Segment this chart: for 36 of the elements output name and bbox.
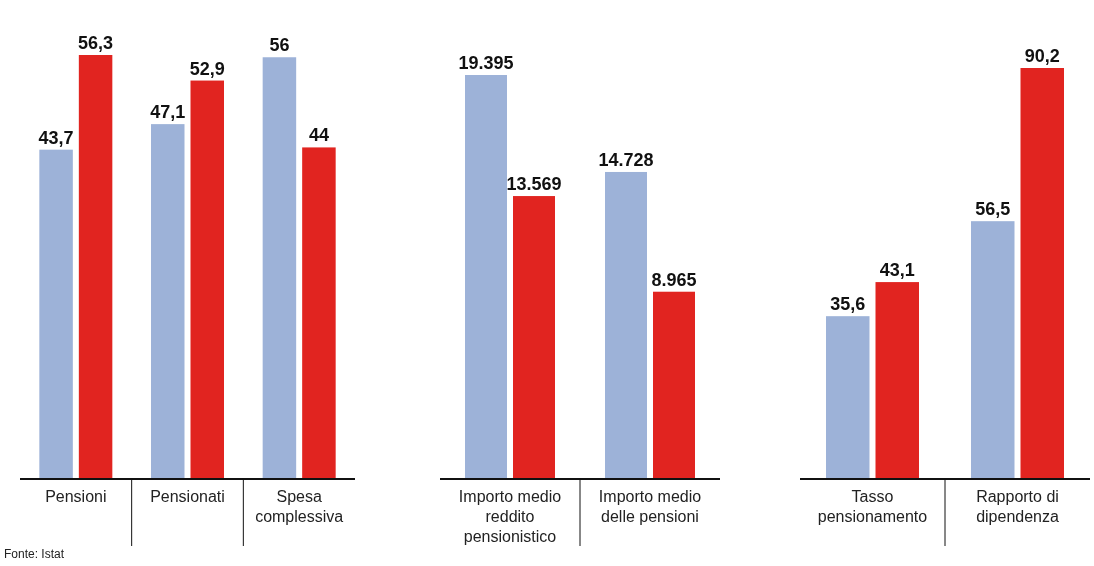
bar [78,55,113,478]
data-label: 44 [308,125,329,146]
bar [302,147,336,478]
data-label: 35,6 [830,294,866,315]
data-label: 90,2 [1024,46,1060,66]
data-label: 43,7 [38,127,74,148]
bar [971,221,1015,478]
bar [875,282,919,478]
source-note: Fonte: Istat [4,547,65,561]
x-tick-label: Rapporto di dipendenza [976,488,1059,525]
data-label: 56,5 [975,199,1011,220]
x-tick-label: Spesa complessiva [255,488,344,525]
data-label: 8.965 [651,269,697,290]
bar [190,80,224,478]
bar [39,149,73,478]
x-tick-label: Importo medio delle pensioni [598,488,702,525]
bar [262,57,297,478]
data-label: 56,3 [78,33,114,53]
data-label: 43,1 [879,260,915,281]
x-tick-label: Importo medio reddito pensionistico [458,488,562,545]
data-label: 19.395 [458,53,514,73]
data-label: 56 [269,35,290,56]
bar [151,124,185,478]
bar [1020,68,1064,478]
bar [605,171,647,478]
bar [653,291,695,478]
bar [826,316,870,478]
x-tick-label: Pensionati [150,488,225,505]
data-label: 13.569 [506,174,562,195]
x-tick-label: Tasso pensionamento [817,488,928,525]
x-tick-label: Pensioni [45,488,107,505]
data-label: 52,9 [189,58,225,79]
data-label: 14.728 [598,149,654,170]
bar [513,196,555,478]
bar [465,75,507,478]
data-label: 47,1 [150,102,186,123]
